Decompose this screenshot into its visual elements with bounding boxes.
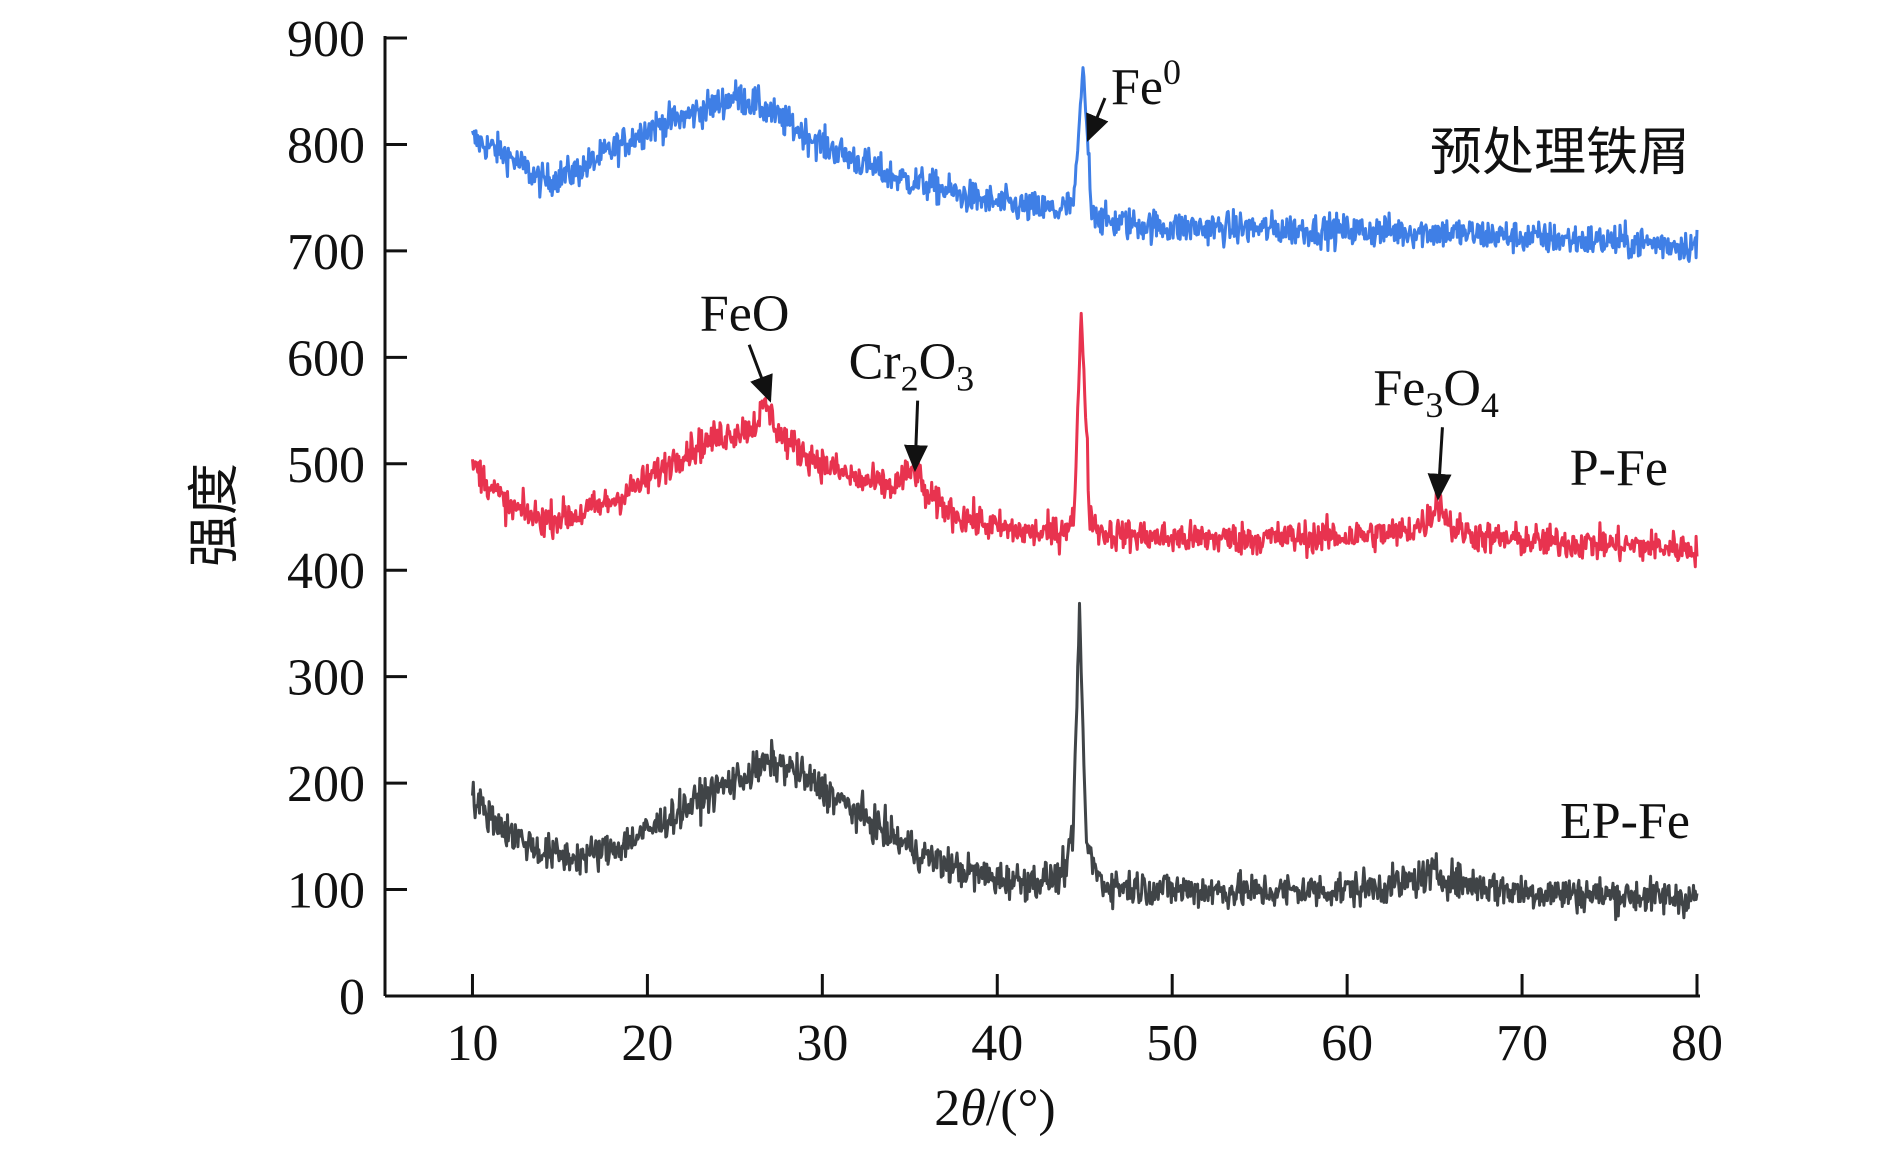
annotation-arrow-1	[1086, 97, 1109, 142]
x-tick-label: 40	[971, 1015, 1023, 1072]
x-axis-title: 2θ/(°)	[934, 1080, 1055, 1137]
x-tick-label: 80	[1671, 1015, 1723, 1072]
annotation-label-1: Fe0	[1111, 52, 1181, 116]
x-ticks-group: 10 20 30 40 50 60 70 80	[446, 974, 1723, 1072]
series-line-3	[471, 601, 1699, 922]
y-tick-label: 600	[287, 330, 365, 387]
x-tick-label: 20	[621, 1015, 673, 1072]
x-tick-label: 60	[1321, 1015, 1373, 1072]
x-tick-label: 50	[1146, 1015, 1198, 1072]
series-labels-group: 预处理铁屑 P-Fe EP-Fe	[1430, 125, 1690, 850]
annotation-label-3: Cr2O3	[849, 334, 975, 399]
y-tick-label: 200	[287, 756, 365, 813]
y-tick-label: 700	[287, 224, 365, 281]
y-axis-title: 强度	[187, 463, 244, 567]
y-tick-label: 500	[287, 437, 365, 494]
annotation-arrow-2	[747, 344, 773, 403]
y-tick-label: 400	[287, 543, 365, 600]
series-label-3: EP-Fe	[1560, 793, 1690, 850]
annotations-group: Fe0 FeO Cr2O3 Fe3O4	[700, 52, 1499, 501]
annotation-label-4: Fe3O4	[1373, 360, 1499, 425]
annotation-arrow-4	[1427, 427, 1452, 501]
y-tick-label: 900	[287, 11, 365, 68]
y-tick-label: 100	[287, 863, 365, 920]
x-tick-label: 70	[1496, 1015, 1548, 1072]
y-tick-label: 300	[287, 650, 365, 707]
series-label-2: P-Fe	[1570, 440, 1668, 497]
series-group	[471, 66, 1699, 922]
y-tick-label: 800	[287, 117, 365, 174]
series-line-2	[471, 311, 1699, 569]
x-tick-label: 10	[446, 1015, 498, 1072]
annotation-label-2: FeO	[700, 286, 790, 343]
axes-group	[383, 36, 1700, 998]
series-label-1: 预处理铁屑	[1430, 125, 1690, 182]
series-line-1	[471, 66, 1699, 263]
y-ticks-group: 0 100 200 300 400 500 600 700 800 900	[287, 11, 407, 1026]
x-tick-label: 30	[796, 1015, 848, 1072]
annotation-arrow-3	[903, 400, 928, 473]
y-tick-label: 0	[339, 969, 365, 1026]
